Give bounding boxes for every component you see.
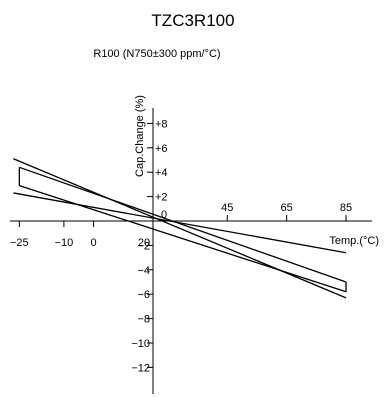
y-tick-label: 0 bbox=[161, 209, 167, 221]
series-lines bbox=[13, 158, 347, 299]
series-line-1 bbox=[13, 158, 347, 299]
chart-title: TZC3R100 bbox=[151, 11, 234, 30]
series-line-2 bbox=[19, 166, 347, 283]
y-tick-label: −10 bbox=[131, 338, 150, 350]
chart-subtitle: R100 (N750±300 ppm/°C) bbox=[93, 48, 220, 60]
y-ticks: +8 +6 +4 +2 0 −2 −4 −6 −8 −10 −12 bbox=[131, 118, 167, 374]
y-tick-label: +8 bbox=[155, 118, 168, 130]
y-axis-label: Cap.Change (%) bbox=[134, 95, 146, 177]
x-tick-label: 85 bbox=[340, 202, 352, 214]
x-ticks: 45 65 85 −25 −10 0 20 bbox=[10, 202, 352, 249]
y-tick-label: +4 bbox=[155, 167, 168, 179]
x-tick-label: −25 bbox=[10, 237, 29, 249]
y-tick-label: −8 bbox=[137, 314, 150, 326]
y-tick-label: +2 bbox=[155, 192, 168, 204]
y-tick-label: +6 bbox=[155, 143, 168, 155]
x-tick-label: 0 bbox=[91, 237, 97, 249]
y-tick-label: −6 bbox=[137, 289, 150, 301]
y-tick-label: −2 bbox=[137, 240, 150, 252]
x-tick-label: 45 bbox=[221, 202, 233, 214]
y-tick-label: −4 bbox=[137, 265, 150, 277]
x-tick-label: 20 bbox=[138, 237, 150, 249]
x-axis-label: Temp.(°C) bbox=[329, 235, 379, 247]
series-line-4 bbox=[13, 192, 347, 254]
x-tick-label: −10 bbox=[55, 237, 74, 249]
y-tick-label: −12 bbox=[131, 362, 150, 374]
x-tick-label: 65 bbox=[281, 202, 293, 214]
